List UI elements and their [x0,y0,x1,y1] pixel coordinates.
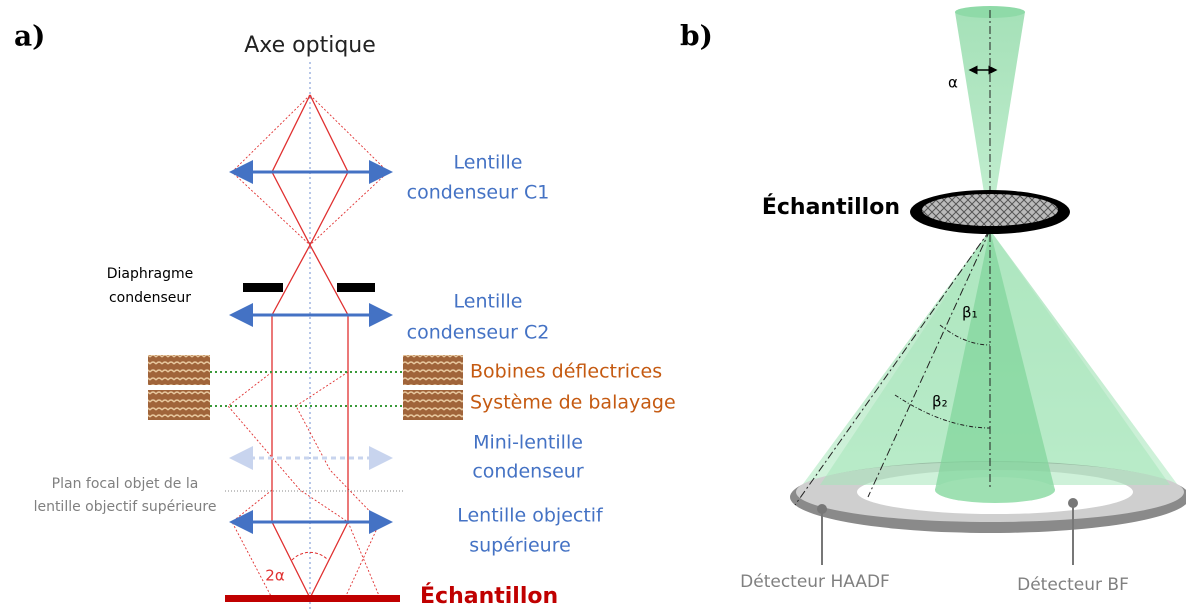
panel-label: b) [680,20,713,53]
beta1-arc [939,324,991,346]
beta1-label: β₁ [962,304,978,322]
haadf-label: Détecteur HAADF [740,572,890,592]
axis-label: Axe optique [244,33,376,58]
panel-b: b) α Échantillon β₁ β₂ Détecteur HAADF D… [680,6,1186,595]
diaphragm-bar [337,283,375,292]
rays [271,94,349,599]
label: condenseur C2 [407,322,550,344]
bf-cone [935,230,1055,490]
sample-label: Échantillon [762,194,900,220]
sample-grid [922,194,1058,226]
label: Lentille objectif [457,505,604,527]
sample-bar [225,595,400,602]
coil [403,355,463,385]
label: Diaphragme [107,266,193,282]
coil [148,355,210,385]
label: Plan focal objet de la [52,476,199,492]
bf-detector [935,477,1055,503]
label: condenseur [109,290,191,306]
sample-label: Échantillon [420,583,558,609]
panel-label: a) [14,20,45,53]
label: Système de balayage [470,392,676,414]
coil [403,390,463,420]
bf-label: Détecteur BF [1017,575,1129,595]
label: Lentille [454,152,523,174]
angle-arc [291,551,329,561]
label: Bobines déflectrices [470,361,662,383]
alpha-label: α [948,74,958,92]
label: supérieure [469,535,571,557]
label: condenseur C1 [407,182,550,204]
label: lentille objectif supérieure [34,499,217,515]
coil [148,390,210,420]
label: Mini-lentille [473,432,583,454]
label: Lentille [454,291,523,313]
angle-label: 2α [265,567,285,585]
beta2-label: β₂ [932,393,948,411]
diaphragm-bar [243,283,283,292]
beta2-arc [894,394,991,429]
haadf-inner-edge [867,229,991,498]
panel-a: a) Axe optique Lentille condenseur C1 Di… [14,20,676,610]
label: condenseur [472,461,584,483]
